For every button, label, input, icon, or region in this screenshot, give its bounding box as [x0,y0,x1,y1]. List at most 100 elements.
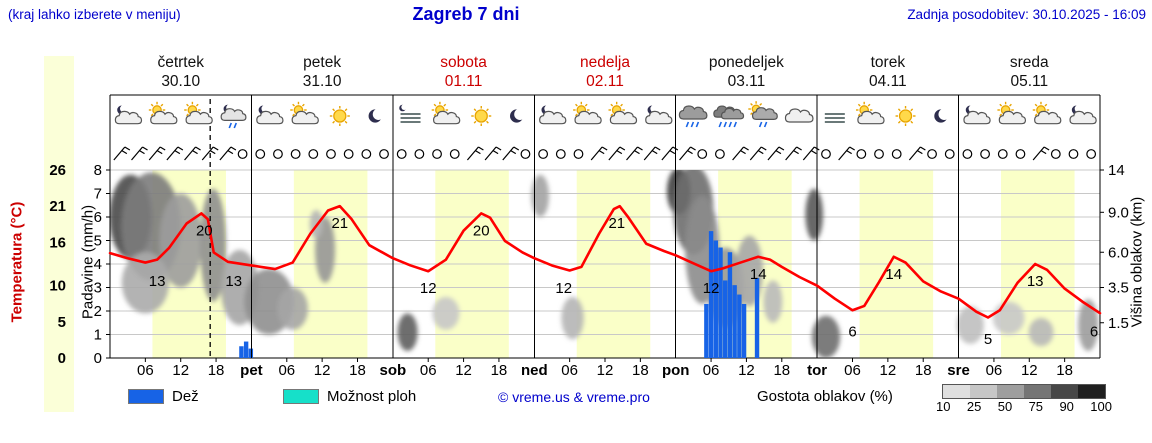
svg-text:06: 06 [561,362,578,379]
wind-calm-symbol [396,149,407,159]
svg-text:tor: tor [807,362,827,379]
svg-text:21: 21 [49,198,66,215]
temp-label: 5 [984,331,992,348]
temp-label: 21 [608,215,625,232]
weather-icon-sun-cloud [290,101,319,125]
temp-label: 20 [196,222,213,239]
wind-barb [679,146,696,161]
rain-bar [248,348,254,358]
wind-barb [626,146,643,161]
svg-text:10: 10 [49,278,66,295]
wind-calm-symbol [326,149,336,159]
temp-label: 12 [703,280,720,297]
density-scale-value: 25 [966,399,982,414]
svg-text:2: 2 [94,303,102,320]
svg-text:0: 0 [94,350,102,367]
cloud-blob [1078,299,1099,351]
weather-icon-cloud-moon [539,104,567,125]
svg-text:6.0: 6.0 [1108,244,1129,261]
svg-text:8: 8 [94,162,102,179]
weather-icon-sun-cloud [148,101,178,125]
wind-barb [785,146,802,161]
weather-icon-cloud-moon [256,104,284,125]
wind-barb [131,146,148,161]
day-name: nedelja [579,54,630,71]
day-header: četrtek 30.10 [110,53,251,91]
day-name: torek [870,54,906,71]
day-name: petek [303,54,342,71]
showers-legend-label: Možnost ploh [327,388,417,405]
density-step [1024,385,1051,398]
svg-text:18: 18 [208,362,225,379]
wind-calm-symbol [379,149,389,159]
wind-barb [166,146,184,161]
day-header: nedelja 02.11 [534,53,675,91]
weather-icon-sun [471,106,492,126]
weather-icons-row [114,101,1097,129]
svg-text:7: 7 [94,186,102,203]
wind-calm-symbol [715,149,725,159]
location-hint: (kraj lahko izberete v meniju) [8,7,181,22]
wind-calm-symbol [308,149,319,159]
wind-calm-symbol [1068,149,1079,159]
density-scale-value: 75 [1028,399,1044,414]
wind-calm-symbol [856,149,867,159]
showers-legend-swatch [283,389,319,404]
svg-text:pet: pet [240,362,263,379]
weather-icon-fog [824,113,845,123]
svg-text:12: 12 [314,362,331,379]
cloud-density-label: Gostota oblakov (%) [757,388,893,405]
copyright-link[interactable]: © vreme.us & vreme.pro [498,389,650,405]
rain-legend-label: Dež [172,388,199,405]
weather-icon-rain [678,105,708,128]
day-separators [109,95,1101,358]
rain-bar [239,346,244,358]
temperature-labels: 13 20 13 21 12 20 12 21 12 14 6 14 5 13 6 [149,215,1098,348]
wind-barb [1032,146,1050,161]
day-header: sreda 05.11 [959,53,1100,91]
weather-icon-sun [329,106,350,126]
svg-text:12: 12 [1021,362,1038,379]
temp-label: 21 [331,215,348,232]
wind-calm-symbol [927,149,937,159]
cloud-axis-ticks: 14 9.0 6.0 3.5 1.5 [1100,162,1129,332]
wind-row [113,146,1097,161]
density-step [943,385,970,398]
wind-barb [732,146,749,161]
svg-text:pon: pon [662,362,690,379]
cloud-blob [159,193,202,288]
day-date: 02.11 [586,73,624,90]
cloud-blob [397,313,418,351]
weather-icon-cloud-moon [1069,104,1097,125]
svg-text:12: 12 [172,362,189,379]
wind-barb [484,146,502,161]
cloud-blob [992,301,1025,335]
svg-text:06: 06 [278,362,295,379]
density-step [997,385,1024,398]
weather-icon-sun-cloud [573,101,602,125]
wind-barb [148,146,166,161]
svg-text:0: 0 [58,350,66,367]
svg-text:4: 4 [94,256,102,273]
wind-barb [184,146,201,161]
svg-text:16: 16 [49,234,66,251]
svg-text:6: 6 [94,209,102,226]
wind-calm-symbol [1015,149,1026,159]
day-header: ponedeljek 03.11 [676,53,817,91]
wind-barb [113,146,131,161]
cloud-blob [561,296,584,340]
density-scale-value: 10 [936,399,951,414]
day-date: 31.10 [302,73,342,90]
weather-icon-heavy-rain [713,105,745,128]
temp-label: 20 [473,222,490,239]
wind-barb [661,146,679,161]
weather-icon-moon [368,108,385,123]
svg-text:18: 18 [349,362,366,379]
density-step [1078,385,1105,398]
temp-label: 6 [848,324,856,341]
wind-calm-symbol [891,149,902,159]
density-step [970,385,997,398]
page-title: Zagreb 7 dni [412,4,520,24]
